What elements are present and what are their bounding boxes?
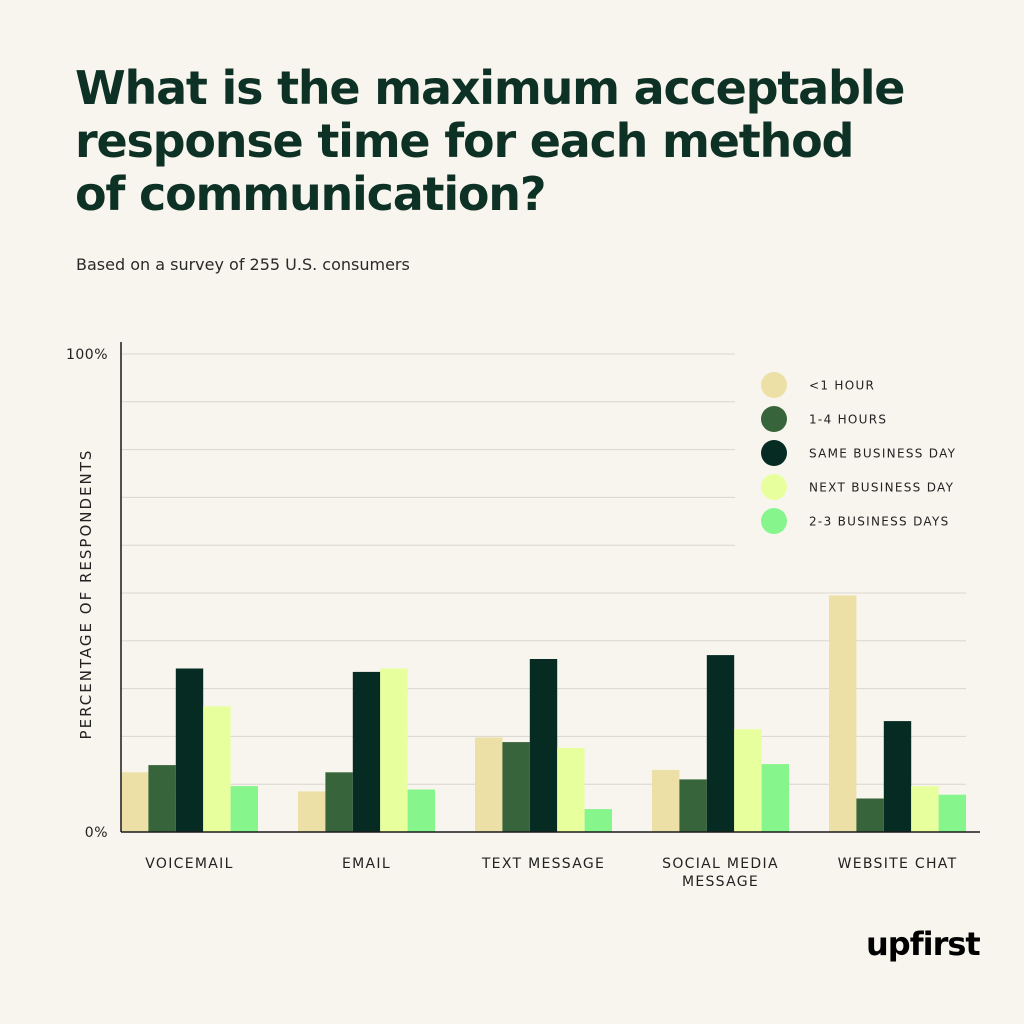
bar-text-message-series-3 xyxy=(529,659,558,832)
legend-swatch xyxy=(761,372,787,398)
bar-voicemail-series-2 xyxy=(148,765,176,832)
bar-email-series-2 xyxy=(325,772,353,833)
chart-bars xyxy=(121,595,966,833)
bar-text-message-series-5 xyxy=(584,809,612,832)
bar-voicemail-series-1 xyxy=(121,772,149,833)
legend-swatch xyxy=(761,508,787,534)
legend-swatch xyxy=(761,406,787,432)
legend-swatch xyxy=(761,440,787,466)
bar-social-media-message-series-1 xyxy=(652,769,680,832)
bar-website-chat-series-4 xyxy=(911,786,939,832)
bar-voicemail-series-3 xyxy=(175,668,204,832)
legend-label: <1 HOUR xyxy=(809,379,875,393)
y-tick-label: 100% xyxy=(66,347,108,363)
y-tick-label: 0% xyxy=(85,825,108,841)
bar-social-media-message-series-5 xyxy=(761,764,789,832)
x-category-label: VOICEMAIL xyxy=(145,856,233,872)
bar-email-series-4 xyxy=(380,668,408,832)
bar-email-series-3 xyxy=(352,671,381,832)
bar-website-chat-series-5 xyxy=(938,794,966,832)
chart-title: What is the maximum acceptable response … xyxy=(75,62,975,221)
bar-social-media-message-series-3 xyxy=(706,655,735,832)
bar-voicemail-series-4 xyxy=(203,706,231,832)
bar-email-series-5 xyxy=(407,789,435,832)
y-axis-tick-labels: 100% 0% xyxy=(66,347,108,841)
bar-social-media-message-series-4 xyxy=(734,729,762,832)
bar-voicemail-series-5 xyxy=(230,786,258,832)
legend-swatch xyxy=(761,474,787,500)
x-category-label: EMAIL xyxy=(342,856,391,872)
bar-website-chat-series-3 xyxy=(883,721,912,832)
bar-email-series-1 xyxy=(298,791,326,832)
chart-title-line-2: response time for each method xyxy=(75,114,854,168)
legend-label: SAME BUSINESS DAY xyxy=(809,447,956,461)
chart-axes xyxy=(120,342,980,833)
bar-website-chat-series-2 xyxy=(856,798,884,832)
legend-label: 2-3 BUSINESS DAYS xyxy=(809,515,950,529)
chart-title-line-1: What is the maximum acceptable xyxy=(75,61,906,115)
legend-label: NEXT BUSINESS DAY xyxy=(809,481,954,495)
chart-legend: <1 HOUR 1-4 HOURS SAME BUSINESS DAY NEXT BU… xyxy=(761,372,956,534)
legend-label: 1-4 HOURS xyxy=(809,413,887,427)
bar-text-message-series-1 xyxy=(475,737,503,832)
x-category-label: TEXT MESSAGE xyxy=(481,856,605,872)
bar-text-message-series-4 xyxy=(557,747,585,832)
bar-social-media-message-series-2 xyxy=(679,779,707,832)
x-category-label: WEBSITE CHAT xyxy=(838,856,958,872)
chart-subtitle: Based on a survey of 255 U.S. consumers xyxy=(76,255,410,274)
bar-text-message-series-2 xyxy=(502,742,530,832)
y-axis-label: PERCENTAGE OF RESPONDENTS xyxy=(77,449,95,740)
upfirst-logo: upfirst xyxy=(866,925,981,963)
x-category-label: SOCIAL MEDIA MESSAGE xyxy=(662,856,779,890)
bar-website-chat-series-1 xyxy=(829,595,857,832)
chart-title-line-3: of communication? xyxy=(75,167,547,221)
x-axis-category-labels: VOICEMAIL EMAIL TEXT MESSAGE SOCIAL MEDIA ME… xyxy=(145,856,958,890)
